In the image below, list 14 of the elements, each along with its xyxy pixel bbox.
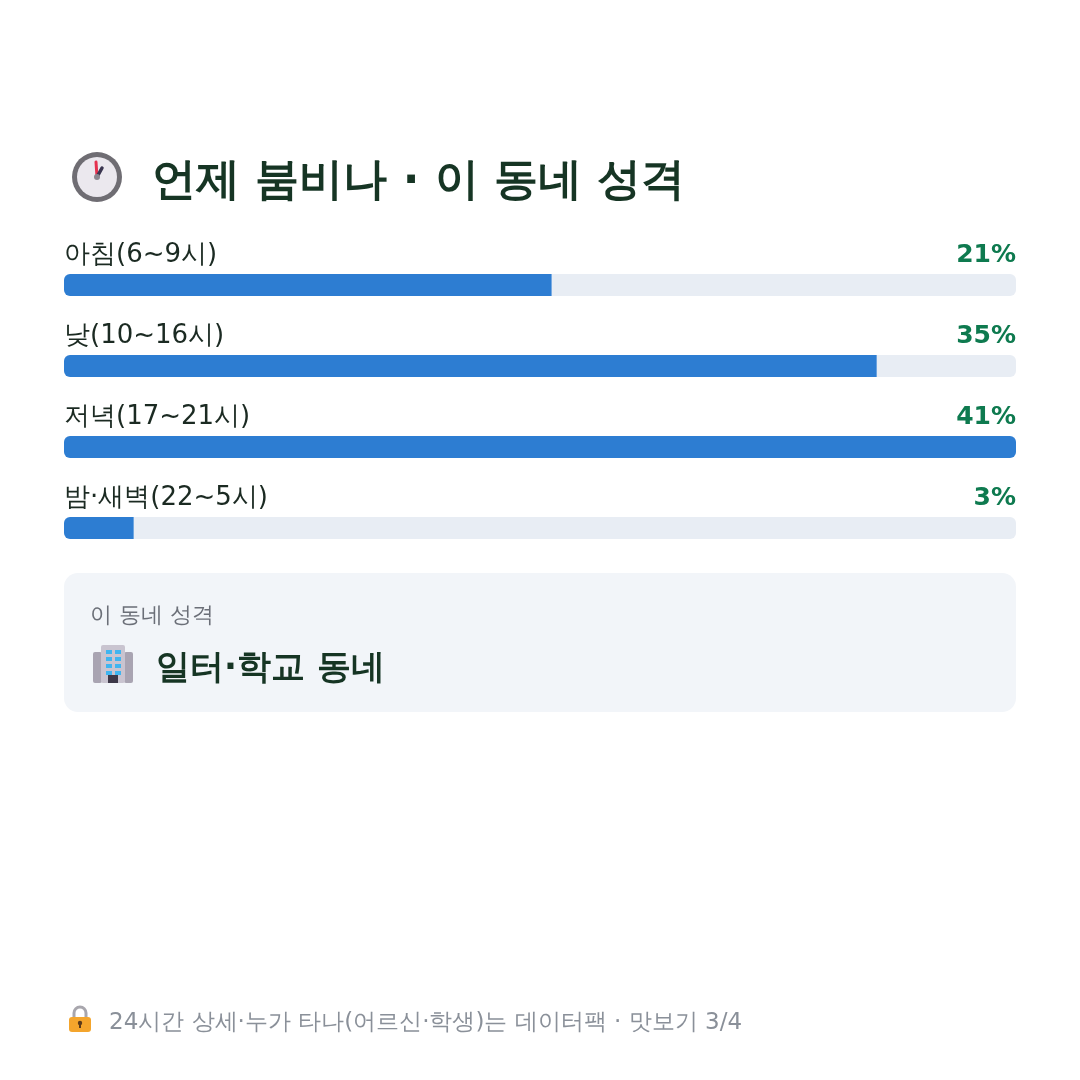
text: 일터·학교 동네: [156, 646, 385, 686]
data-label: 3%: [973, 482, 1016, 511]
chart-title: 언제 붐비나 · 이 동네 성격: [152, 153, 686, 204]
y-tick-label: 저녁(17~21시): [64, 400, 251, 430]
y-tick-label: 낮(10~16시): [64, 319, 225, 349]
y-tick-label: 아침(6~9시): [64, 238, 218, 268]
data-label: 35%: [956, 320, 1016, 349]
text: 24시간 상세·누가 타나(어르신·학생)는 데이터팩 · 맛보기 3/4: [109, 1008, 743, 1034]
bar: [64, 436, 1016, 458]
text: 이 동네 성격: [90, 602, 214, 627]
y-tick-label: 밤·새벽(22~5시): [64, 481, 268, 511]
bar: [64, 517, 134, 539]
data-label: 21%: [956, 239, 1016, 268]
data-label: 41%: [956, 401, 1016, 430]
